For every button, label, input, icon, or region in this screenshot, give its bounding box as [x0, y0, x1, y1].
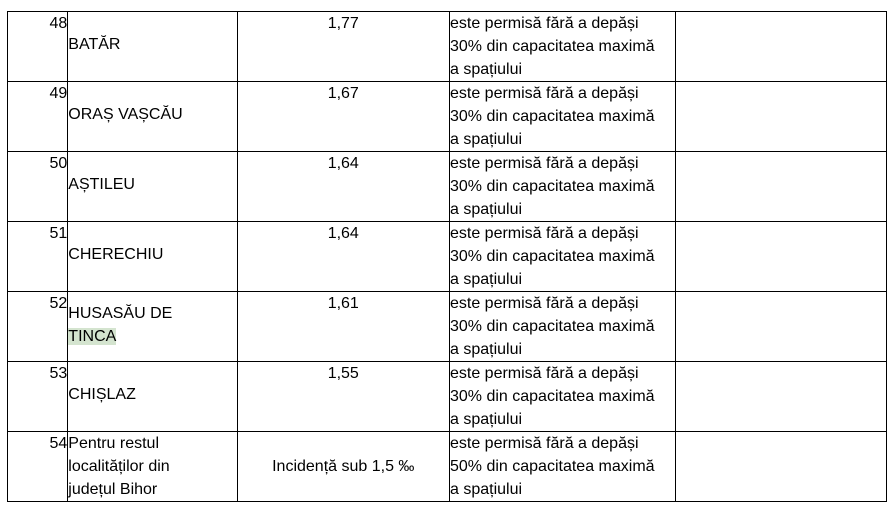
- locality-name: BATĂR: [67, 11, 238, 82]
- incidence-value: 1,55: [236, 361, 450, 432]
- condition-line: este permisă fără a depăși: [449, 435, 639, 452]
- locality-line: Pentru restul: [68, 435, 160, 452]
- condition-line: 30% din capacitatea maximă: [449, 38, 655, 55]
- capacity-condition: este permisă fără a depăși 30% din capac…: [448, 151, 676, 222]
- capacity-condition: este permisă fără a depăși 30% din capac…: [448, 221, 676, 292]
- empty-cell: [674, 431, 887, 502]
- locality-line: localităților din: [68, 458, 170, 475]
- condition-line: este permisă fără a depăși: [449, 295, 639, 312]
- condition-line: a spațiului: [449, 131, 523, 148]
- empty-cell: [674, 151, 887, 222]
- incidence-value: 1,77: [236, 11, 450, 82]
- incidence-value: 1,61: [236, 291, 450, 362]
- empty-cell: [674, 221, 887, 292]
- incidence-value: 1,64: [236, 221, 450, 292]
- table-row: 54 Pentru restul localităților din județ…: [6, 431, 887, 502]
- table-row: 51 CHERECHIU 1,64 este permisă fără a de…: [6, 221, 887, 292]
- condition-line: 30% din capacitatea maximă: [449, 178, 655, 195]
- condition-line: a spațiului: [449, 61, 523, 78]
- row-number: 53: [6, 361, 69, 432]
- row-number: 52: [6, 291, 69, 362]
- incidence-value: 1,64: [236, 151, 450, 222]
- condition-line: 50% din capacitatea maximă: [449, 458, 655, 475]
- row-number: 54: [6, 431, 69, 502]
- incidence-value: 1,67: [236, 81, 450, 152]
- table-row: 53 CHIȘLAZ 1,55 este permisă fără a depă…: [6, 361, 887, 432]
- condition-line: a spațiului: [449, 271, 523, 288]
- empty-cell: [674, 11, 887, 82]
- condition-line: este permisă fără a depăși: [449, 15, 639, 32]
- table-row: 50 AȘTILEU 1,64 este permisă fără a depă…: [6, 151, 887, 222]
- localities-table: 48 BATĂR 1,77 este permisă fără a depăși…: [6, 11, 887, 502]
- locality-name: CHIȘLAZ: [67, 361, 238, 432]
- condition-line: 30% din capacitatea maximă: [449, 318, 655, 335]
- locality-line: județul Bihor: [68, 481, 158, 498]
- row-number: 49: [6, 81, 69, 152]
- condition-line: a spațiului: [449, 411, 523, 428]
- table-row: 52 HUSASĂU DE TINCA 1,61 este permisă fă…: [6, 291, 887, 362]
- capacity-condition: este permisă fără a depăși 30% din capac…: [448, 291, 676, 362]
- condition-line: a spațiului: [449, 341, 523, 358]
- capacity-condition: este permisă fără a depăși 50% din capac…: [448, 431, 676, 502]
- empty-cell: [674, 361, 887, 432]
- row-number: 50: [6, 151, 69, 222]
- capacity-condition: este permisă fără a depăși 30% din capac…: [448, 81, 676, 152]
- capacity-condition: este permisă fără a depăși 30% din capac…: [448, 361, 676, 432]
- locality-name: HUSASĂU DE TINCA: [67, 291, 238, 362]
- condition-line: a spațiului: [449, 201, 523, 218]
- empty-cell: [674, 291, 887, 362]
- condition-line: este permisă fără a depăși: [449, 85, 639, 102]
- locality-name: AȘTILEU: [67, 151, 238, 222]
- table-row: 48 BATĂR 1,77 este permisă fără a depăși…: [6, 11, 887, 82]
- table-row: 49 ORAȘ VAȘCĂU 1,67 este permisă fără a …: [6, 81, 887, 152]
- condition-line: 30% din capacitatea maximă: [449, 248, 655, 265]
- condition-line: este permisă fără a depăși: [449, 225, 639, 242]
- locality-line: HUSASĂU DE: [68, 304, 173, 322]
- row-number: 51: [6, 221, 69, 292]
- condition-line: este permisă fără a depăși: [449, 155, 639, 172]
- row-number: 48: [6, 11, 69, 82]
- incidence-value: Incidență sub 1,5 ‰: [236, 431, 450, 502]
- locality-name: Pentru restul localităților din județul …: [67, 431, 238, 502]
- empty-cell: [674, 81, 887, 152]
- condition-line: 30% din capacitatea maximă: [449, 388, 655, 405]
- capacity-condition: este permisă fără a depăși 30% din capac…: [448, 11, 676, 82]
- locality-name: ORAȘ VAȘCĂU: [67, 81, 238, 152]
- condition-line: este permisă fără a depăși: [449, 365, 639, 382]
- locality-name: CHERECHIU: [67, 221, 238, 292]
- condition-line: 30% din capacitatea maximă: [449, 108, 655, 125]
- condition-line: a spațiului: [449, 481, 523, 498]
- highlighted-text: TINCA: [68, 327, 117, 345]
